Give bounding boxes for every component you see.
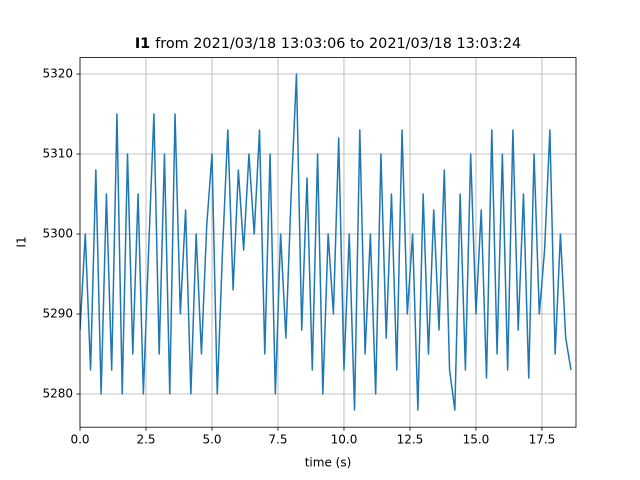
y-tick-label: 5320 bbox=[42, 67, 73, 81]
x-tick-label: 5.0 bbox=[202, 433, 221, 447]
y-tick-label: 5280 bbox=[42, 387, 73, 401]
y-axis-label: I1 bbox=[15, 236, 29, 247]
x-axis-label: time (s) bbox=[305, 456, 352, 470]
x-tick-label: 7.5 bbox=[268, 433, 287, 447]
x-tick-label: 15.0 bbox=[463, 433, 490, 447]
plot-frame bbox=[79, 57, 577, 428]
x-tick-label: 12.5 bbox=[397, 433, 424, 447]
y-tick-label: 5300 bbox=[42, 227, 73, 241]
x-tick-label: 0.0 bbox=[70, 433, 89, 447]
x-tick-label: 2.5 bbox=[136, 433, 155, 447]
data-line bbox=[80, 73, 572, 411]
title-signal: I1 bbox=[135, 36, 150, 52]
title-text: from 2021/03/18 13:03:06 to 2021/03/18 1… bbox=[155, 36, 521, 52]
chart-title: I1 from 2021/03/18 13:03:06 to 2021/03/18… bbox=[135, 36, 521, 52]
y-tick-label: 5290 bbox=[42, 307, 73, 321]
y-tick-label: 5310 bbox=[42, 147, 73, 161]
x-tick-label: 10.0 bbox=[331, 433, 358, 447]
x-tick-label: 17.5 bbox=[529, 433, 556, 447]
